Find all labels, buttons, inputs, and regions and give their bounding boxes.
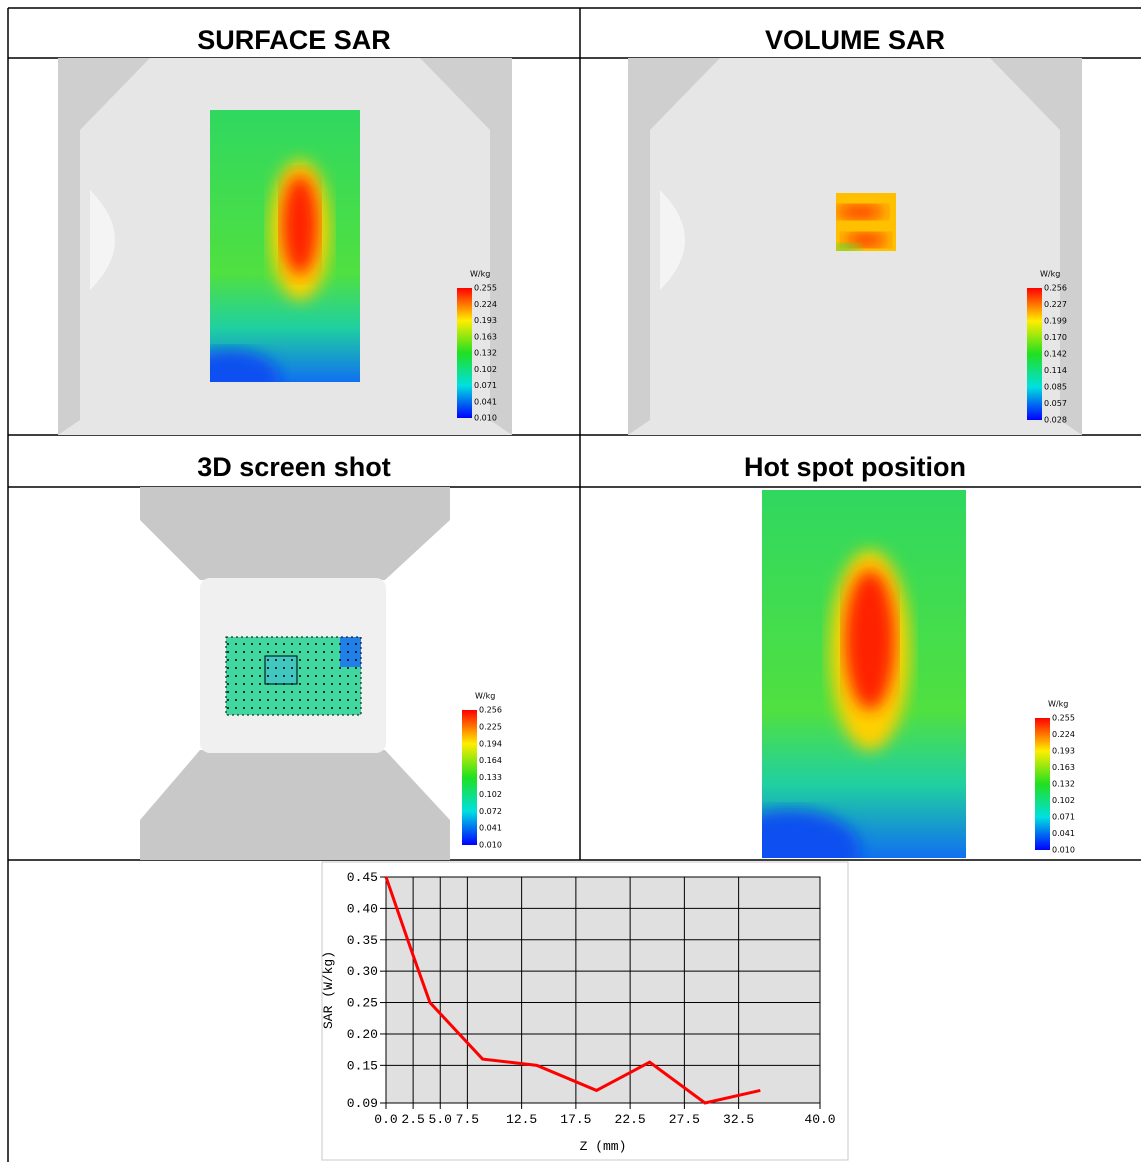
colorbar-label: 0.041 bbox=[479, 824, 502, 833]
colorbar-label: 0.057 bbox=[1044, 399, 1067, 408]
y-tick-label: 0.09 bbox=[347, 1096, 378, 1111]
panel-title: VOLUME SAR bbox=[765, 25, 945, 55]
y-axis-label: SAR (W/kg) bbox=[321, 951, 336, 1029]
colorbar bbox=[1035, 718, 1050, 850]
y-tick-label: 0.35 bbox=[347, 933, 378, 948]
colorbar-label: 0.170 bbox=[1044, 333, 1067, 342]
colorbar-label: 0.010 bbox=[479, 841, 502, 850]
y-tick-label: 0.20 bbox=[347, 1027, 378, 1042]
x-tick-label: 40.0 bbox=[804, 1112, 835, 1127]
panel-title: Hot spot position bbox=[744, 452, 966, 482]
3d-screenshot-image bbox=[140, 487, 450, 860]
x-tick-label: 17.5 bbox=[560, 1112, 591, 1127]
colorbar-label: 0.142 bbox=[1044, 350, 1067, 359]
panel-title: 3D screen shot bbox=[197, 452, 391, 482]
colorbar-label: 0.072 bbox=[479, 807, 502, 816]
colorbar-unit: W/kg bbox=[1048, 700, 1068, 709]
x-tick-label: 12.5 bbox=[506, 1112, 537, 1127]
y-tick-label: 0.15 bbox=[347, 1058, 378, 1073]
colorbar-label: 0.256 bbox=[1044, 284, 1067, 293]
colorbar-unit: W/kg bbox=[475, 692, 495, 701]
colorbar-label: 0.199 bbox=[1044, 317, 1067, 326]
colorbar-label: 0.114 bbox=[1044, 366, 1067, 375]
y-tick-label: 0.45 bbox=[347, 870, 378, 885]
surface-sar-image bbox=[58, 58, 512, 435]
chart: 0.09 0.15 0.20 0.25 0.30 0.35 0.40 0.45 0.0 2.5 5.… bbox=[321, 870, 836, 1154]
colorbar-label: 0.227 bbox=[1044, 300, 1067, 309]
colorbar-label: 0.133 bbox=[479, 773, 502, 782]
colorbar-label: 0.010 bbox=[1052, 846, 1075, 855]
colorbar-label: 0.163 bbox=[1052, 763, 1075, 772]
colorbar-label: 0.041 bbox=[1052, 829, 1075, 838]
colorbar bbox=[462, 710, 477, 845]
x-tick-label: 7.5 bbox=[456, 1112, 479, 1127]
colorbar-label: 0.225 bbox=[479, 722, 502, 731]
colorbar-label: 0.085 bbox=[1044, 383, 1067, 392]
colorbar bbox=[457, 288, 472, 418]
colorbar-label: 0.071 bbox=[1052, 813, 1075, 822]
volume-sar-image bbox=[628, 58, 1082, 435]
plot-border bbox=[385, 876, 821, 1104]
data-line bbox=[384, 876, 761, 1105]
colorbar-label: 0.163 bbox=[474, 332, 497, 341]
colorbar bbox=[1027, 288, 1042, 420]
x-tick-label: 0.0 bbox=[374, 1112, 397, 1127]
colorbar-label: 0.028 bbox=[1044, 416, 1067, 425]
colorbar-label: 0.224 bbox=[474, 300, 497, 309]
colorbar-label: 0.256 bbox=[479, 706, 502, 715]
x-tick-label: 27.5 bbox=[669, 1112, 700, 1127]
colorbar-label: 0.193 bbox=[1052, 747, 1075, 756]
panel-title: SURFACE SAR bbox=[197, 25, 391, 55]
x-tick-label: 5.0 bbox=[429, 1112, 452, 1127]
colorbar-label: 0.102 bbox=[474, 365, 497, 374]
colorbar-label: 0.102 bbox=[1052, 796, 1075, 805]
x-axis-label: Z (mm) bbox=[580, 1139, 627, 1154]
colorbar-label: 0.071 bbox=[474, 381, 497, 390]
colorbar-label: 0.041 bbox=[474, 397, 497, 406]
colorbar-label: 0.010 bbox=[474, 414, 497, 423]
colorbar-label: 0.102 bbox=[479, 790, 502, 799]
hotspot-image bbox=[762, 490, 966, 858]
colorbar-label: 0.255 bbox=[474, 284, 497, 293]
colorbar-label: 0.132 bbox=[474, 349, 497, 358]
x-tick-label: 32.5 bbox=[723, 1112, 754, 1127]
colorbar-label: 0.193 bbox=[474, 316, 497, 325]
colorbar-label: 0.164 bbox=[479, 756, 502, 765]
x-tick-label: 2.5 bbox=[401, 1112, 424, 1127]
colorbar-unit: W/kg bbox=[1040, 270, 1060, 279]
colorbar-label: 0.194 bbox=[479, 739, 502, 748]
y-tick-label: 0.30 bbox=[347, 964, 378, 979]
x-tick-label: 22.5 bbox=[615, 1112, 646, 1127]
y-tick-label: 0.25 bbox=[347, 996, 378, 1011]
y-tick-label: 0.40 bbox=[347, 901, 378, 916]
colorbar-label: 0.132 bbox=[1052, 780, 1075, 789]
colorbar-label: 0.224 bbox=[1052, 730, 1075, 739]
colorbar-label: 0.255 bbox=[1052, 714, 1075, 723]
colorbar-unit: W/kg bbox=[470, 270, 490, 279]
chart-frame bbox=[321, 861, 849, 1161]
